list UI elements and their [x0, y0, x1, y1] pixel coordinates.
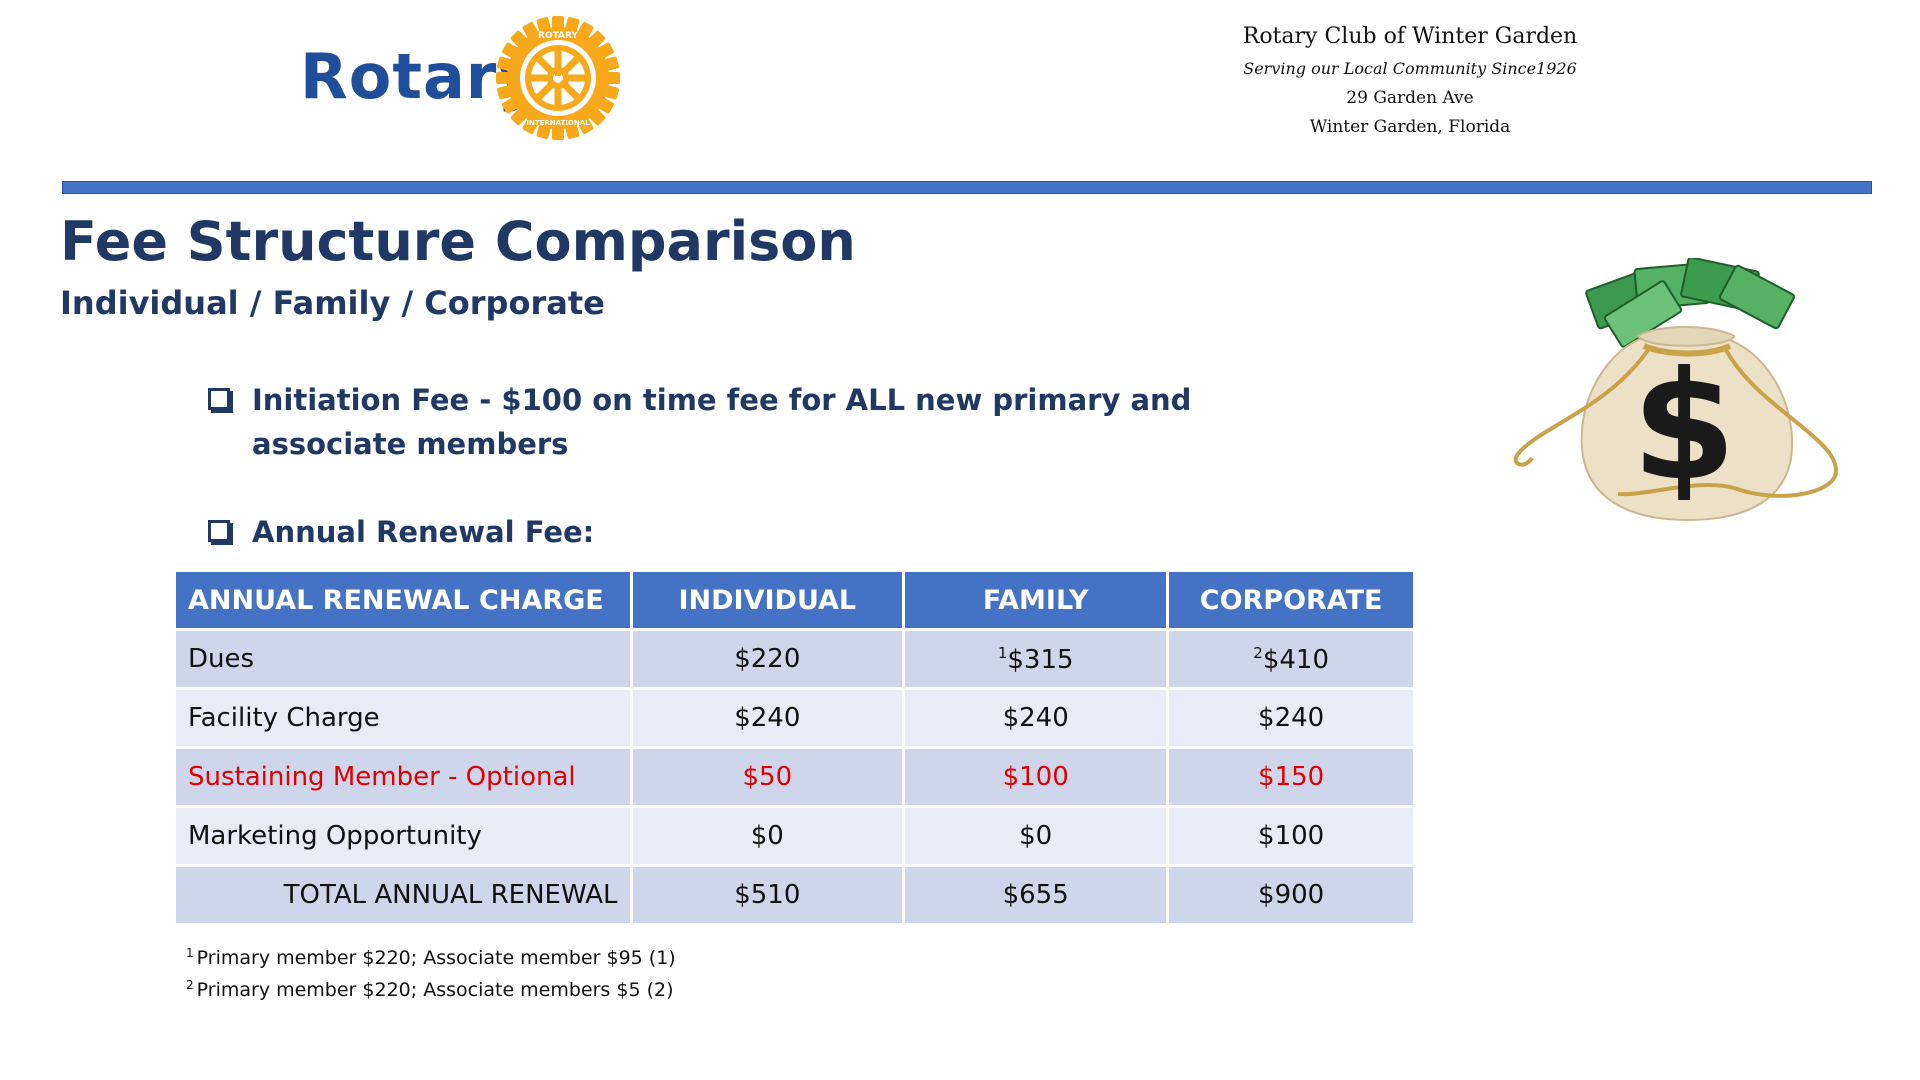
column-header: FAMILY — [902, 569, 1170, 631]
footnote-text: Primary member $220; Associate member $9… — [196, 947, 676, 969]
club-name: Rotary Club of Winter Garden — [1242, 24, 1578, 49]
fee-table: ANNUAL RENEWAL CHARGE INDIVIDUAL FAMILY … — [173, 569, 1416, 926]
individual-cell: $220 — [629, 628, 906, 690]
individual-cell: $240 — [629, 687, 906, 749]
table-row-total: TOTAL ANNUAL RENEWAL $510 $655 $900 — [173, 864, 1416, 926]
row-label: Marketing Opportunity — [173, 805, 633, 867]
column-header: ANNUAL RENEWAL CHARGE — [173, 569, 633, 631]
rotary-wheel-icon: ROTARY INTERNATIONAL — [496, 16, 620, 140]
footnote-mark: 2 — [186, 978, 194, 992]
club-info: Rotary Club of Winter Garden Serving our… — [1230, 20, 1590, 142]
svg-text:$: $ — [1632, 340, 1736, 514]
corporate-cell: 2$410 — [1166, 628, 1416, 690]
checkbox-bullet-icon — [208, 388, 230, 410]
table-row: Facility Charge $240 $240 $240 — [173, 687, 1416, 749]
header-divider — [62, 181, 1872, 194]
page-subtitle: Individual / Family / Corporate — [60, 284, 605, 322]
footnote-text: Primary member $220; Associate members $… — [196, 979, 674, 1001]
family-value: $315 — [1007, 644, 1074, 675]
club-address-line2: Winter Garden, Florida — [1309, 117, 1511, 137]
wheel-text-top: ROTARY — [538, 31, 578, 41]
column-header: CORPORATE — [1166, 569, 1416, 631]
money-bag-icon: $ — [1513, 258, 1839, 522]
family-cell: $100 — [902, 746, 1170, 808]
corporate-cell: $240 — [1166, 687, 1416, 749]
table-row: Marketing Opportunity $0 $0 $100 — [173, 805, 1416, 867]
footnotes: 1 Primary member $220; Associate member $… — [186, 940, 676, 1004]
row-label: TOTAL ANNUAL RENEWAL — [173, 864, 633, 926]
corporate-cell: $900 — [1166, 864, 1416, 926]
corporate-cell: $150 — [1166, 746, 1416, 808]
footnote-marker: 1 — [997, 643, 1008, 662]
table-header-row: ANNUAL RENEWAL CHARGE INDIVIDUAL FAMILY … — [173, 569, 1416, 631]
family-cell: $240 — [902, 687, 1170, 749]
individual-cell: $510 — [629, 864, 906, 926]
bullet-text: Annual Renewal Fee: — [252, 515, 595, 549]
wheel-text-bottom: INTERNATIONAL — [526, 119, 590, 127]
family-cell: $0 — [902, 805, 1170, 867]
footnote: 2 Primary member $220; Associate members … — [186, 972, 676, 1004]
family-cell: 1$315 — [902, 628, 1170, 690]
rotary-logo: Rotary — [300, 14, 630, 140]
corporate-cell: $100 — [1166, 805, 1416, 867]
row-label: Sustaining Member - Optional — [173, 746, 633, 808]
club-tagline: Serving our Local Community Since1926 — [1243, 59, 1577, 78]
column-header: INDIVIDUAL — [629, 569, 906, 631]
table-row: Sustaining Member - Optional $50 $100 $1… — [173, 746, 1416, 808]
row-label: Facility Charge — [173, 687, 633, 749]
page-title: Fee Structure Comparison — [60, 210, 856, 273]
footnote-mark: 1 — [186, 946, 194, 960]
corporate-value: $410 — [1262, 644, 1329, 675]
checkbox-bullet-icon — [208, 520, 230, 542]
family-cell: $655 — [902, 864, 1170, 926]
row-label: Dues — [173, 628, 633, 690]
club-address-line1: 29 Garden Ave — [1346, 88, 1474, 108]
bullet-initiation-fee: Initiation Fee - $100 on time fee for AL… — [206, 378, 1336, 466]
individual-cell: $50 — [629, 746, 906, 808]
footnote-marker: 2 — [1253, 643, 1263, 662]
bullet-text: Initiation Fee - $100 on time fee for AL… — [252, 383, 1192, 461]
footnote: 1 Primary member $220; Associate member $… — [186, 940, 676, 972]
individual-cell: $0 — [629, 805, 906, 867]
table-row: Dues $220 1$315 2$410 — [173, 628, 1416, 690]
bullet-annual-renewal: Annual Renewal Fee: — [206, 510, 594, 554]
